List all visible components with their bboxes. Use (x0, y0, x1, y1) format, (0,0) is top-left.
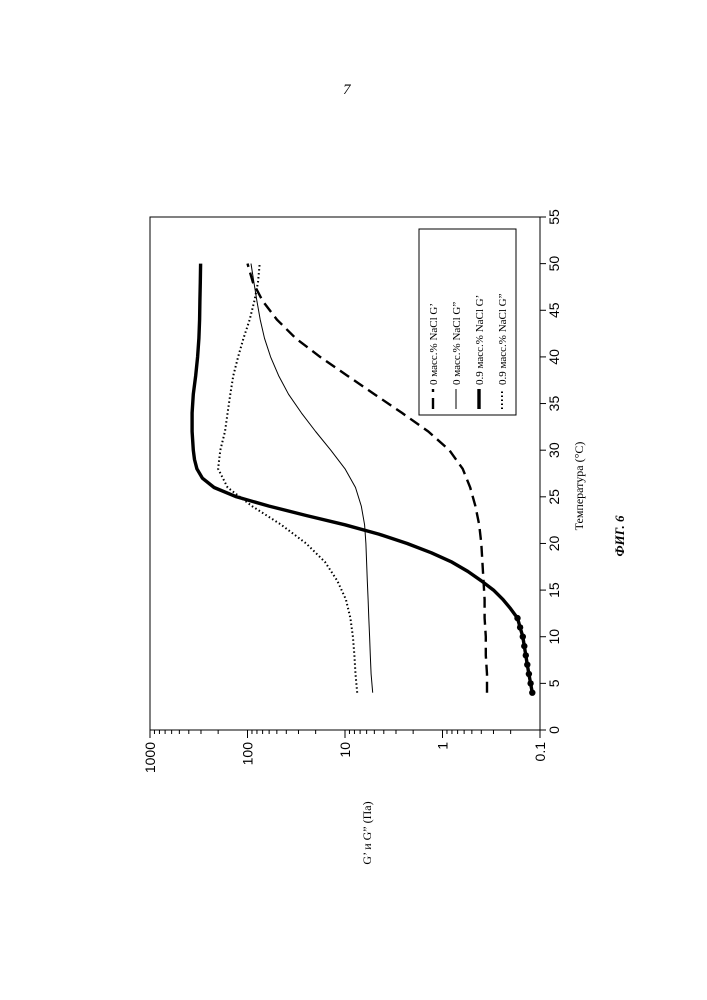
x-tick-label: 5 (546, 679, 562, 687)
x-axis: 0 5 10 15 20 25 30 35 40 45 50 55 (540, 209, 562, 734)
series-point (526, 671, 532, 677)
y-tick-label: 0.1 (532, 742, 548, 762)
figure-caption: ФИГ. 6 (612, 515, 627, 557)
x-tick-label: 35 (546, 396, 562, 412)
x-tick-label: 10 (546, 629, 562, 645)
legend-label: 0 масс.% NaCl G” (451, 302, 463, 385)
legend: 0 масс.% NaCl G’ 0 масс.% NaCl G” 0.9 масс… (419, 229, 516, 415)
legend-label: 0.9 масс.% NaCl G” (497, 293, 509, 385)
y-tick-label: 1000 (142, 742, 158, 773)
legend-label: 0.9 масс.% NaCl G’ (474, 295, 486, 385)
series-point (523, 652, 529, 658)
y-tick-label: 10 (337, 742, 353, 758)
series-line-2 (251, 264, 373, 693)
x-tick-label: 50 (546, 256, 562, 272)
series-line-4 (218, 264, 357, 693)
x-tick-label: 0 (546, 726, 562, 734)
y-tick-label: 100 (240, 742, 256, 766)
series-point (529, 690, 535, 696)
series-point (527, 680, 533, 686)
x-tick-label: 30 (546, 442, 562, 458)
series-point (524, 662, 530, 668)
y-axis: 0.1 1 10 100 1000 (142, 730, 548, 773)
series-point (520, 634, 526, 640)
x-tick-label: 15 (546, 582, 562, 598)
x-axis-title: Температура (°C) (572, 442, 586, 531)
legend-label: 0 масс.% NaCl G’ (428, 303, 440, 385)
y-tick-label: 1 (435, 742, 451, 750)
series-point (514, 615, 520, 621)
x-tick-label: 20 (546, 535, 562, 551)
y-axis-title: G’ и G” (Па) (360, 801, 374, 864)
x-tick-label: 45 (546, 302, 562, 318)
series-point (521, 643, 527, 649)
x-tick-label: 25 (546, 489, 562, 505)
x-tick-label: 40 (546, 349, 562, 365)
x-tick-label: 55 (546, 209, 562, 225)
series-point (517, 624, 523, 630)
